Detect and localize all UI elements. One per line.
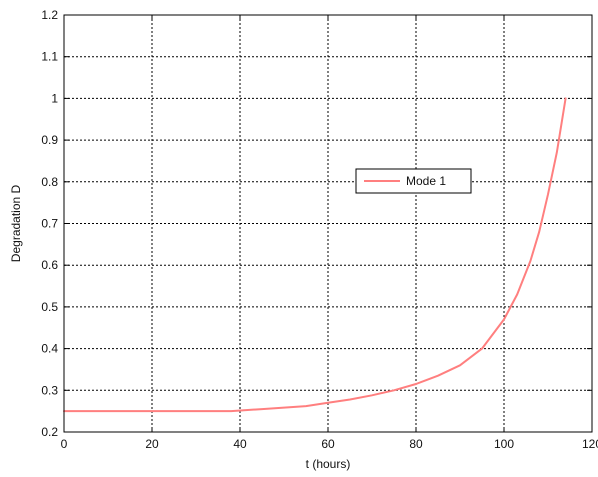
series-line-mode-1: [63, 97, 567, 413]
x-tick-label: 20: [145, 437, 159, 451]
y-tick-labels: 0.2 0.3 0.4 0.5 0.6 0.7 0.8 0.9 1 1.1 1.2: [41, 8, 58, 439]
y-axis-label: Degradation D: [9, 184, 23, 262]
y-tick-label: 0.2: [41, 425, 58, 439]
plot-frame: [63, 14, 593, 433]
y-tick-label: 0.3: [41, 383, 58, 397]
x-axis-label: t (hours): [306, 457, 351, 471]
y-tick-label: 0.8: [41, 175, 58, 189]
x-tick-label: 0: [61, 437, 68, 451]
legend-label-mode-1: Mode 1: [406, 174, 446, 188]
y-tick-label: 0.7: [41, 217, 58, 231]
y-tick-label: 0.6: [41, 258, 58, 272]
x-tick-label: 60: [321, 437, 335, 451]
x-tick-labels: 0 20 40 60 80 100 120: [61, 437, 598, 451]
series-group: [63, 97, 567, 413]
legend: Mode 1: [355, 168, 472, 194]
grid: [64, 15, 592, 432]
x-tick-label: 40: [233, 437, 247, 451]
x-tick-label: 80: [409, 437, 423, 451]
y-tick-label: 1.1: [41, 50, 58, 64]
y-tick-label: 0.4: [41, 342, 58, 356]
x-tick-label: 120: [582, 437, 598, 451]
y-tick-label: 0.9: [41, 133, 58, 147]
y-tick-label: 1.2: [41, 8, 58, 22]
y-tick-label: 1: [51, 91, 58, 105]
x-tick-label: 100: [494, 437, 514, 451]
y-tick-label: 0.5: [41, 300, 58, 314]
